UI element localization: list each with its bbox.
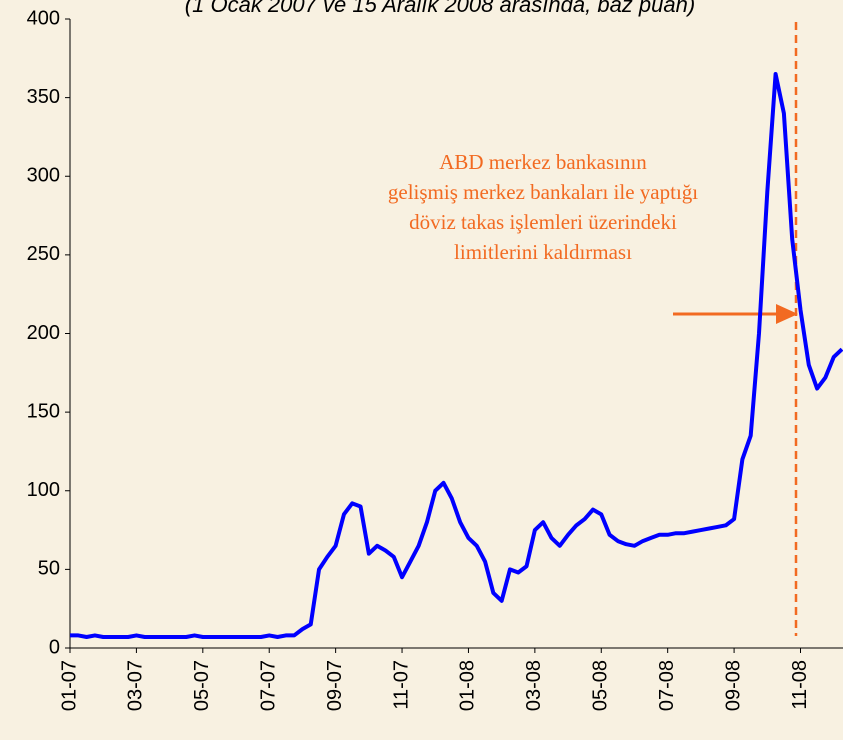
- y-tick-label: 0: [49, 636, 60, 658]
- y-tick-label: 150: [27, 400, 60, 422]
- y-tick-label: 350: [27, 86, 60, 108]
- line-series: [70, 72, 843, 639]
- y-tick-label: 100: [27, 479, 60, 501]
- annotation: ABD merkez bankasının: [439, 150, 647, 174]
- x-tick-label: 01-07: [58, 660, 80, 711]
- x-tick-label: 03-07: [125, 660, 147, 711]
- x-tick-label: 05-08: [590, 660, 612, 711]
- annotation: limitlerini kaldırması: [454, 240, 632, 264]
- y-tick-label: 200: [27, 322, 60, 344]
- y-tick-label: 300: [27, 165, 60, 187]
- x-tick-label: 11-08: [789, 660, 811, 710]
- x-tick-label: 07-08: [656, 660, 678, 711]
- y-tick-label: 400: [27, 7, 60, 29]
- x-tick-label: 05-07: [191, 660, 213, 711]
- x-tick-label: 01-08: [457, 660, 479, 711]
- annotation: döviz takas işlemleri üzerindeki: [409, 210, 677, 234]
- y-tick-label: 250: [27, 243, 60, 265]
- x-tick-label: 09-07: [324, 660, 346, 711]
- chart-subtitle: (1 Ocak 2007 ve 15 Aralık 2008 arasında,…: [185, 0, 695, 17]
- x-tick-label: 03-08: [523, 660, 545, 711]
- x-tick-label: 09-08: [722, 660, 744, 711]
- arrow-head: [776, 304, 798, 324]
- y-tick-label: 50: [38, 558, 60, 580]
- x-tick-label: 11-07: [390, 660, 412, 710]
- annotation: gelişmiş merkez bankaları ile yaptığı: [388, 180, 698, 204]
- x-tick-label: 07-07: [258, 660, 280, 711]
